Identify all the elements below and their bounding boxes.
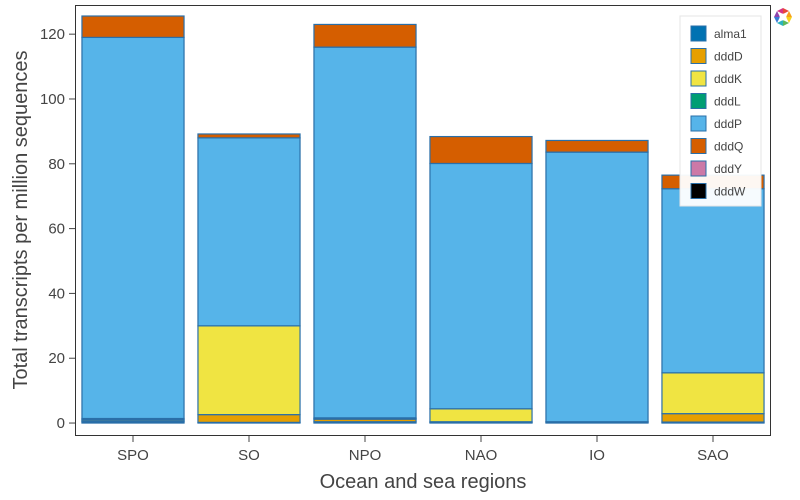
y-axis: 0 20 40 60 80 100 120: [40, 26, 75, 432]
legend-swatch: [690, 93, 707, 109]
bar-stack-nao: [429, 135, 533, 424]
bar-segment-dddd-sao[interactable]: [661, 413, 765, 423]
legend-label: dddW: [714, 185, 746, 199]
bar-segment-dddp-sao[interactable]: [661, 188, 765, 374]
y-tick-label: 120: [40, 26, 65, 43]
legend-item-dddp[interactable]: dddP: [690, 115, 742, 132]
legend-swatch: [690, 115, 707, 132]
legend-swatch: [690, 160, 707, 177]
legend-label: dddL: [714, 95, 741, 109]
bar-segment-dddq-npo[interactable]: [313, 23, 417, 48]
bokeh-logo-icon[interactable]: [772, 6, 794, 28]
y-axis-title: Total transcripts per million sequences: [10, 50, 32, 389]
legend-label: alma1: [714, 27, 747, 41]
plot-frame: [75, 5, 771, 436]
bar-stack-npo: [313, 23, 417, 424]
y-tick-label: 60: [48, 221, 65, 238]
y-tick-label: 0: [57, 415, 65, 432]
bars-layer: [81, 15, 765, 424]
legend-item-dddw[interactable]: dddW: [690, 183, 746, 199]
bar-segment-dddq-nao[interactable]: [429, 135, 533, 165]
legend-item-dddk[interactable]: dddK: [690, 70, 742, 87]
legend-item-dddq[interactable]: dddQ: [690, 138, 743, 154]
y-tick-label: 100: [40, 91, 65, 108]
bar-segment-dddp-npo[interactable]: [313, 46, 417, 419]
bar-segment-dddp-io[interactable]: [545, 151, 649, 423]
legend-swatch: [690, 138, 707, 154]
x-tick-label-sao: SAO: [697, 447, 729, 464]
x-axis-title: Ocean and sea regions: [320, 471, 527, 493]
legend-swatch: [690, 25, 707, 42]
bar-segment-dddk-sao[interactable]: [661, 372, 765, 415]
legend-label: dddY: [714, 162, 742, 176]
x-axis: SPO SO NPO NAO IO SAO: [117, 436, 729, 464]
bar-segment-dddp-spo[interactable]: [81, 36, 185, 420]
legend-label: dddQ: [714, 140, 743, 154]
y-tick-label: 80: [48, 156, 65, 173]
bar-segment-dddp-nao[interactable]: [429, 162, 533, 410]
x-tick-label-spo: SPO: [117, 447, 149, 464]
legend-swatch: [690, 70, 707, 87]
legend-box: [679, 15, 762, 207]
bar-segment-dddq-spo[interactable]: [81, 15, 185, 39]
legend-item-dddd[interactable]: dddD: [690, 48, 743, 64]
x-tick-label-io: IO: [589, 447, 605, 464]
bar-segment-dddq-so[interactable]: [197, 133, 301, 139]
legend-item-dddy[interactable]: dddY: [690, 160, 742, 177]
legend-label: dddD: [714, 50, 743, 64]
bar-segment-dddk-nao[interactable]: [429, 408, 533, 423]
legend-swatch: [690, 48, 707, 64]
legend-label: dddK: [714, 72, 742, 86]
y-tick-label: 40: [48, 285, 65, 302]
x-tick-label-so: SO: [238, 447, 260, 464]
legend-item-alma1[interactable]: alma1: [690, 25, 747, 42]
bar-segment-dddd-so[interactable]: [197, 414, 301, 423]
legend-item-dddl[interactable]: dddL: [690, 93, 741, 109]
bar-segment-dddq-io[interactable]: [545, 139, 649, 153]
legend-label: dddP: [714, 117, 742, 131]
bar-stack-so: [197, 133, 301, 424]
plot-border: [75, 5, 771, 436]
x-tick-label-npo: NPO: [349, 447, 382, 464]
bar-stack-sao: [661, 174, 765, 424]
y-tick-label: 20: [48, 350, 65, 367]
x-tick-label-nao: NAO: [465, 447, 498, 464]
legend-swatch: [690, 183, 707, 199]
bar-stack-io: [545, 139, 649, 424]
legend: alma1 dddD dddK dddL dddP dddQ dddY dddW: [679, 15, 762, 207]
bar-segment-dddp-so[interactable]: [197, 137, 301, 327]
bar-stack-spo: [81, 15, 185, 424]
bar-segment-dddk-so[interactable]: [197, 325, 301, 416]
